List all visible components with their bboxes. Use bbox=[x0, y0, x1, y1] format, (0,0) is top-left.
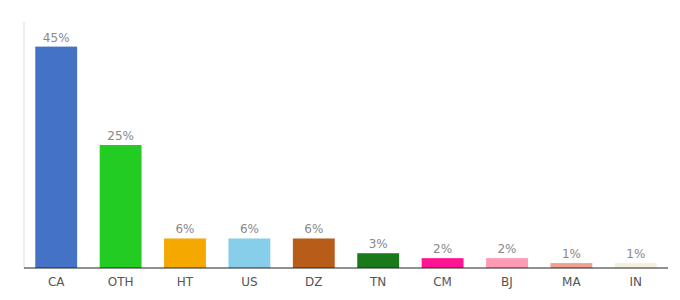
bar bbox=[486, 258, 528, 268]
x-tick-label: BJ bbox=[501, 275, 513, 289]
bar bbox=[422, 258, 464, 268]
x-tick-label: HT bbox=[177, 275, 194, 289]
x-tick-label: OTH bbox=[108, 275, 134, 289]
bar bbox=[550, 263, 592, 268]
chart-container: CA OTH HT US DZ TN CM BJ MA IN 45% 25% 6% 6% 6% 3% 2% 2% 1… bbox=[0, 0, 680, 300]
x-tick-label: TN bbox=[369, 275, 386, 289]
data-label: 25% bbox=[107, 129, 134, 143]
x-tick-label: IN bbox=[630, 275, 643, 289]
x-tick-label: CA bbox=[48, 275, 65, 289]
bar bbox=[293, 238, 335, 268]
bar bbox=[100, 145, 142, 268]
data-label: 2% bbox=[433, 242, 452, 256]
data-label: 3% bbox=[369, 237, 388, 251]
data-label: 6% bbox=[175, 222, 194, 236]
x-tick-label: CM bbox=[433, 275, 452, 289]
bars bbox=[35, 47, 656, 268]
chart-svg: CA OTH HT US DZ TN CM BJ MA IN 45% 25% 6% 6% 6% 3% 2% 2% 1… bbox=[0, 0, 680, 300]
x-tick-labels: CA OTH HT US DZ TN CM BJ MA IN bbox=[48, 275, 642, 289]
bar bbox=[357, 253, 399, 268]
data-label: 45% bbox=[43, 31, 70, 45]
bar bbox=[228, 238, 270, 268]
data-label: 6% bbox=[240, 222, 259, 236]
bar bbox=[164, 238, 206, 268]
data-label: 2% bbox=[497, 242, 516, 256]
bar bbox=[615, 263, 657, 268]
data-label: 1% bbox=[626, 247, 645, 261]
data-labels: 45% 25% 6% 6% 6% 3% 2% 2% 1% 1% bbox=[43, 31, 645, 261]
baseline bbox=[24, 267, 668, 268]
x-tick-label: DZ bbox=[305, 275, 322, 289]
bar bbox=[35, 47, 77, 268]
data-label: 6% bbox=[304, 222, 323, 236]
x-tick-label: MA bbox=[562, 275, 581, 289]
x-tick-label: US bbox=[241, 275, 257, 289]
data-label: 1% bbox=[562, 247, 581, 261]
y-range-line bbox=[24, 22, 25, 268]
